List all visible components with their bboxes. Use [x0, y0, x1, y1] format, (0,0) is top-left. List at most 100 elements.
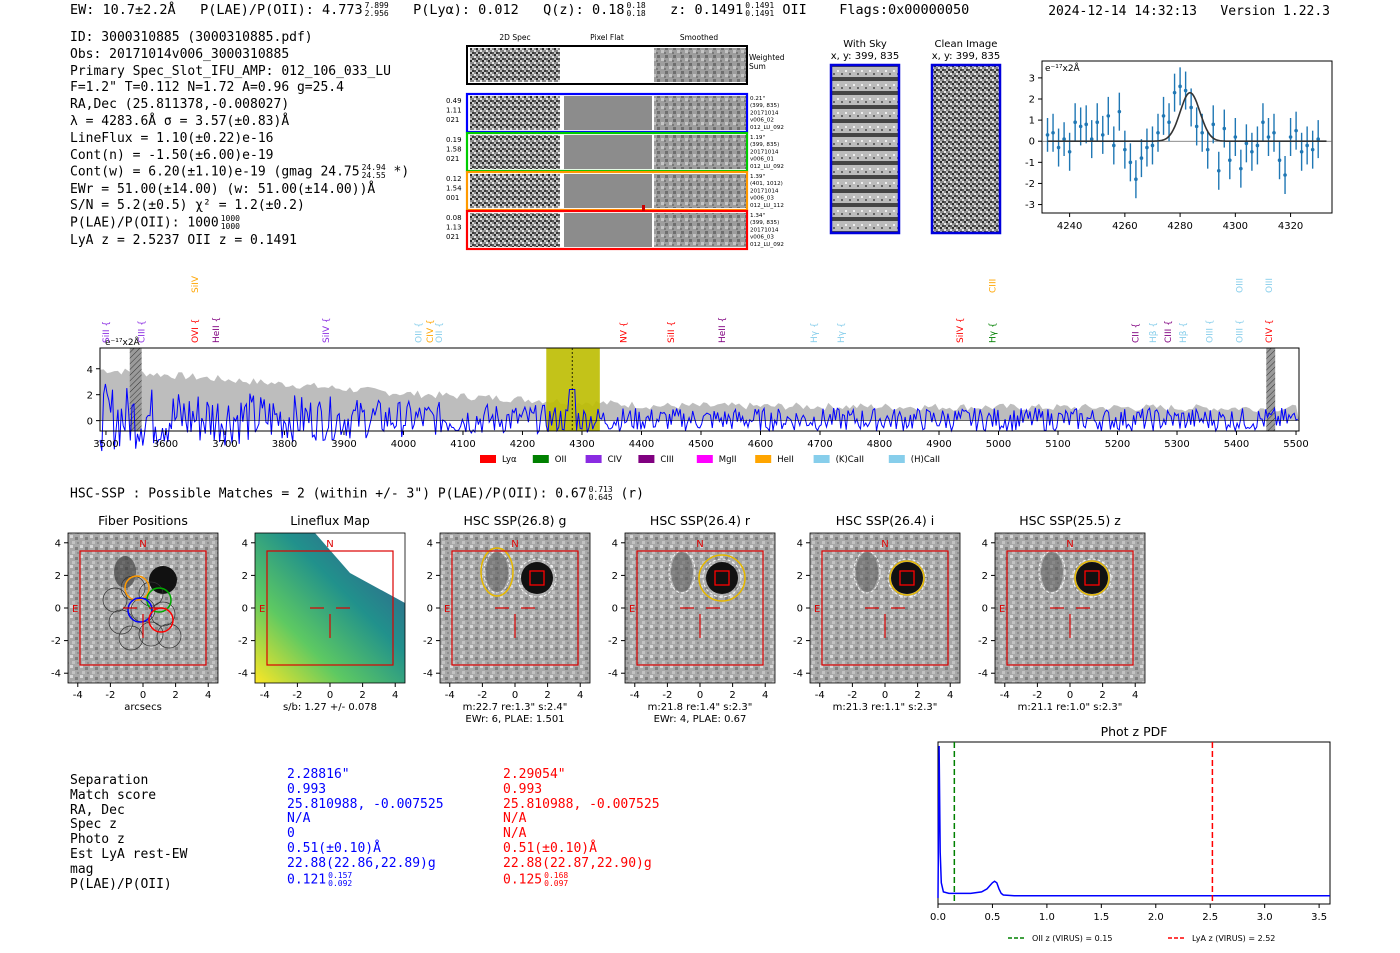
spectrum-legend-swatch [696, 455, 713, 463]
zoom-data-point [1261, 120, 1265, 125]
header-flags: Flags:0x00000050 [839, 2, 970, 18]
info-ewr: EWr = 51.00(±14.00) (w: 51.00(±14.00))Å [70, 181, 376, 197]
spectrum-line-label: CIV { [1265, 319, 1275, 343]
header-summary: EW: 10.7±2.2Å P(LAE)/P(OII): 4.773 7.899 2… [70, 1, 970, 19]
info-contw: Cont(w) = 6.20(±1.10)e-19 (gmag 24.75 24.… [70, 164, 409, 181]
zoom-data-point [1244, 141, 1249, 146]
spectrum-line-label: HeII { [212, 317, 222, 343]
info-obs: Obs: 20171014v006_3000310885 [70, 46, 290, 62]
header-plae: P(LAE)/P(OII): 4.773 [200, 2, 363, 18]
spectrum-frame [99, 347, 1300, 432]
hsc-ytick-label: -2 [978, 636, 988, 647]
hsc-aperture [517, 558, 557, 598]
cutout-right-label: (399, 835) [750, 220, 779, 226]
cutout-left-label: 1.13 [446, 224, 462, 232]
cutout-right-label: (399, 835) [750, 142, 779, 148]
hsc-match-ellipse [480, 547, 514, 597]
hsc-faint-source [856, 552, 878, 592]
zoom-data-point [1283, 173, 1287, 177]
hsc-xtick-label: 2 [359, 690, 365, 701]
spectrum-line-label: Hβ { [1179, 322, 1189, 343]
spectrum-xtick-label: 5300 [1164, 439, 1189, 450]
fiber-circle [102, 587, 128, 613]
match-table-label: Photo z [70, 832, 125, 848]
pdf-xtick-label: 1.5 [1093, 912, 1109, 923]
cutout-right-label: v006_03 [750, 196, 774, 202]
info-lambda: λ = 4283.6Å σ = 3.57(±0.83)Å [70, 113, 290, 129]
cutout-left-label: 0.08 [446, 214, 462, 222]
match-table-cell: 25.810988, -0.007525 [287, 796, 444, 812]
hsc-ytick-label: 2 [612, 571, 618, 582]
spectrum-line-label: Hβ { [1149, 322, 1159, 343]
header-plae-lo: 2.956 [364, 9, 389, 18]
cutout-right-label: 012_LU_092 [750, 242, 784, 248]
cutout-2d-spec [470, 213, 560, 247]
zoom-data-point [1095, 120, 1100, 125]
hsc-ytick-label: 0 [612, 604, 618, 615]
info-plae-hi: 1000 [220, 214, 240, 224]
hsc-xtick-label: 0 [882, 690, 888, 701]
info-radec: RA,Dec (25.811378,-0.008027) [70, 97, 290, 113]
hsc-xtick-label: 2 [914, 690, 920, 701]
header-qz-lo: 0.18 [626, 9, 646, 18]
hsc-3arcsec-box [821, 550, 949, 666]
hsc-east-label: E [999, 604, 1005, 615]
info-contw-end: *) [393, 164, 410, 180]
zoom-ylabel: e⁻¹⁷x2Å [1045, 62, 1081, 74]
hsc-match-ellipse [1074, 560, 1110, 596]
with-sky-title: With Sky [843, 39, 887, 50]
header-plya: P(Lyα): 0.012 [413, 2, 519, 18]
zoom-data-point [1310, 147, 1315, 152]
spectrum-line-label: OVI { [191, 319, 201, 343]
info-plae-lo: 1000 [220, 222, 240, 232]
match-table-label: mag [70, 861, 94, 877]
hsc-xtick-label: 2 [172, 690, 178, 701]
info-params: F=1.2" T=0.112 N=1.72 A=0.96 g=25.4 [70, 80, 344, 96]
zoom-data-point [1056, 145, 1061, 150]
match-table-cell: 0 [287, 826, 295, 842]
header-qz-hi: 0.18 [626, 1, 646, 10]
zoom-xtick-label: 4260 [1112, 221, 1137, 232]
hsc-ytick-label: 4 [242, 538, 248, 549]
hsc-cutout-image [68, 533, 218, 683]
zoom-data-point [1084, 122, 1088, 127]
hsc-ytick-label: -4 [423, 669, 433, 680]
match-table-cell: 0.51(±0.10)Å [287, 840, 381, 856]
hsc-catalog-square [529, 570, 545, 586]
zoom-data-point [1305, 143, 1309, 148]
spectrum-xtick-label: 4000 [391, 439, 416, 450]
zoom-data-point [1255, 143, 1260, 148]
hsc-source-blob [149, 566, 177, 594]
header-ew: EW: 10.7±2.2Å [70, 2, 176, 18]
hsc-title-end: (r) [620, 486, 644, 502]
hsc-image-panels: Fiber Positions N E -4 -4 -2 -2 0 0 2 2 4 4 arcsecs Li… [51, 513, 1146, 725]
pdf-xtick-label: 0.5 [984, 912, 1000, 923]
hsc-panel-caption: arcsecs [124, 702, 162, 713]
spectrum-legend-label: (H)CaII [911, 455, 940, 465]
hsc-title-text: HSC-SSP : Possible Matches = 2 (within +… [70, 486, 587, 502]
hsc-xtick-label: -2 [662, 690, 672, 701]
zoom-ytick-label: 0 [1029, 137, 1035, 148]
hsc-east-label: E [444, 604, 450, 615]
info-lyaz: LyA z = 2.5237 OII z = 0.1491 [70, 232, 297, 248]
cutout-left-label: 0.12 [446, 175, 462, 183]
hsc-3arcsec-box [266, 550, 394, 666]
hsc-ytick-label: 4 [427, 538, 433, 549]
hsc-match-ellipse [889, 560, 925, 596]
cutout-left-label: 1.11 [446, 107, 462, 115]
zoom-data-point [1272, 130, 1276, 135]
clean-image [930, 63, 1002, 235]
cutout-right-label: 1.34" [750, 213, 765, 219]
hsc-xtick-label: 4 [577, 690, 583, 701]
spectrum-line-label: OII { [435, 322, 445, 343]
hsc-ytick-label: -4 [51, 669, 61, 680]
zoom-data-point [1205, 147, 1210, 152]
cutout-pixel-flat [564, 135, 652, 169]
spectrum-line-label: SiII { [102, 321, 112, 343]
hsc-north-label: N [326, 539, 333, 550]
line-fit-plot: e⁻¹⁷x2Å 3 2 1 0 -1 -2 -3 4240 4260 4280 4300 4320 [1025, 60, 1333, 232]
cutout-bad-pixel [642, 205, 645, 211]
hsc-ytick-label: 0 [427, 604, 433, 615]
spectrum-ylabel: e⁻¹⁷x2Å [105, 336, 141, 348]
